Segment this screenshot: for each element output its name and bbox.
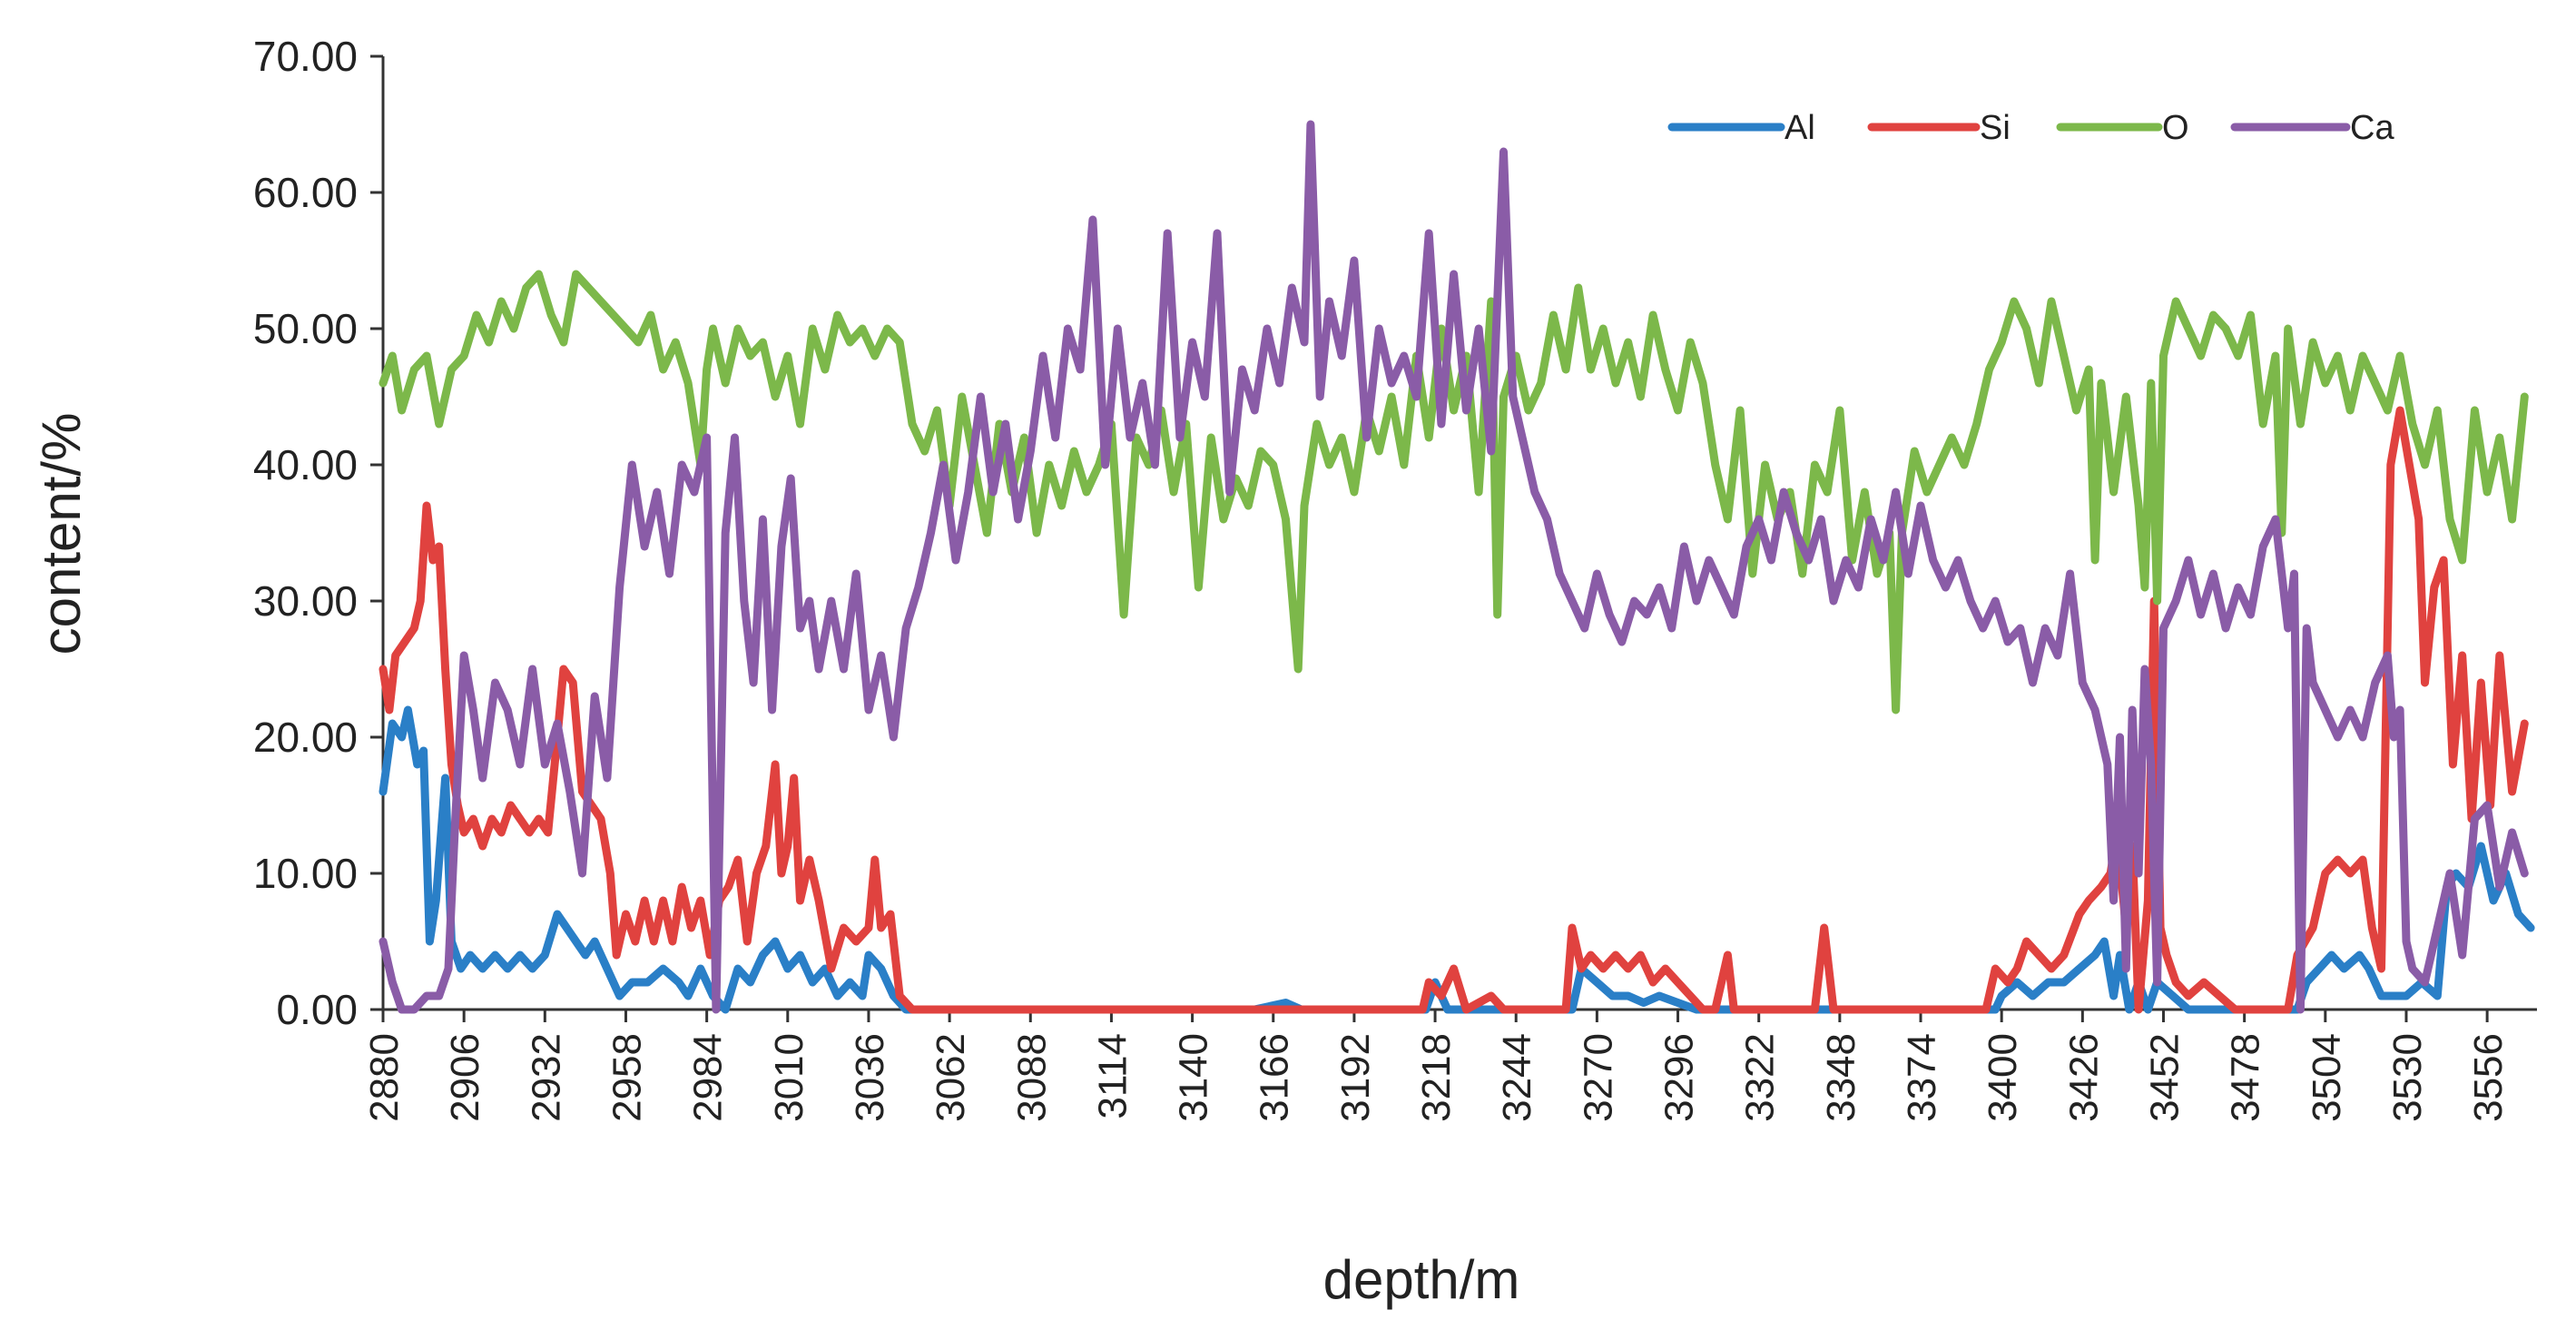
y-tick-label: 30.00 [253,577,358,625]
x-tick-label: 3374 [1900,1033,1944,1122]
legend-label-al: Al [1785,109,1815,147]
x-axis-title: depth/m [1323,1249,1520,1310]
y-tick-label: 50.00 [253,305,358,352]
x-tick-label: 3452 [2142,1033,2187,1122]
x-tick-label: 3036 [848,1033,892,1122]
x-tick-label: 3192 [1333,1033,1378,1122]
x-tick-label: 3062 [929,1033,973,1122]
series-line-al [379,705,2535,1014]
x-tick-label: 3218 [1414,1033,1459,1122]
x-tick-label: 2880 [362,1033,407,1122]
series-line-o [379,270,2529,714]
y-tick-label: 40.00 [253,441,358,488]
x-tick-label: 3244 [1495,1033,1539,1122]
y-tick-label: 70.00 [253,33,358,80]
x-tick-label: 3270 [1576,1033,1620,1122]
y-ticks: 0.00 10.00 20.00 30.00 40.00 50.00 60.00 70.00 [253,33,383,1033]
x-ticks: 2880 2906 2932 2958 2984 3010 3036 3062 3088 3114… [362,1010,2511,1122]
x-tick-label: 3556 [2466,1033,2511,1122]
x-tick-label: 3322 [1738,1033,1783,1122]
x-tick-label: 2906 [443,1033,487,1122]
x-tick-label: 3348 [1819,1033,1863,1122]
x-tick-label: 2984 [686,1033,731,1122]
legend-item-si: Si [1867,109,2011,147]
y-tick-label: 10.00 [253,850,358,897]
legend: Al Si O Ca [1667,109,2394,147]
x-tick-label: 3530 [2385,1033,2430,1122]
legend-item-ca: Ca [2230,109,2394,147]
x-tick-label: 3400 [1981,1033,2025,1122]
x-tick-label: 3088 [1009,1033,1054,1122]
series-line-si [379,406,2529,1014]
y-tick-label: 20.00 [253,714,358,761]
series-lines [379,120,2535,1014]
y-axis-title: content/% [31,413,92,655]
x-tick-label: 2958 [605,1033,649,1122]
y-tick-label: 0.00 [276,986,358,1033]
x-tick-label: 3010 [767,1033,811,1122]
legend-label-si: Si [1980,109,2011,147]
x-tick-label: 3166 [1253,1033,1297,1122]
x-tick-label: 3478 [2224,1033,2268,1122]
legend-item-o: O [2056,109,2189,147]
y-tick-label: 60.00 [253,169,358,216]
x-tick-label: 3114 [1090,1033,1135,1119]
series-line-ca [379,120,2529,1014]
x-tick-label: 3504 [2305,1033,2349,1122]
legend-label-o: O [2162,109,2189,147]
x-tick-label: 2932 [524,1033,568,1122]
x-tick-label: 3140 [1172,1033,1216,1122]
x-tick-label: 3426 [2061,1033,2106,1122]
legend-item-al: Al [1667,109,1815,147]
x-tick-label: 3296 [1657,1033,1702,1122]
legend-label-ca: Ca [2350,109,2394,147]
